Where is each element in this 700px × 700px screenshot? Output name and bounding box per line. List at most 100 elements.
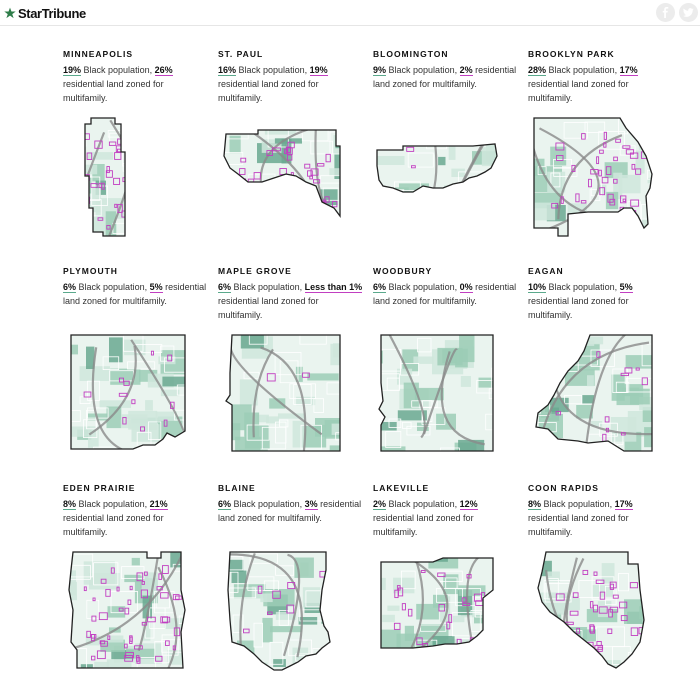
multifamily-parcel [155, 178, 157, 180]
multifamily-parcel [260, 193, 266, 197]
multifamily-parcel [598, 213, 605, 220]
zoning-parcel [172, 133, 183, 142]
multifamily-parcel [255, 217, 258, 221]
multifamily-parcel [575, 193, 580, 203]
multifamily-parcel [97, 217, 104, 221]
city-name: BLOOMINGTON [373, 49, 449, 59]
city-name: BROOKLYN PARK [528, 49, 615, 59]
multifamily-parcel [462, 602, 471, 606]
zoning-parcel [413, 356, 434, 364]
city-card: WOODBURY 6% Black population, 0% resident… [373, 265, 518, 452]
multifamily-parcel [599, 591, 606, 600]
city-boundary [378, 334, 494, 452]
zoning-parcel [169, 228, 176, 242]
startribune-logo[interactable]: StarTribune [4, 4, 86, 22]
multifamily-label: residential land zoned for multifamily. [373, 65, 517, 89]
multifamily-label: residential land zoned for multifamily. [218, 499, 362, 523]
facebook-icon [662, 7, 669, 18]
multifamily-parcel [615, 138, 621, 143]
multifamily-parcel [124, 643, 128, 649]
zoning-parcel [534, 202, 556, 221]
multifamily-parcel [123, 380, 130, 386]
zoning-parcel [87, 152, 114, 160]
zoning-parcel [625, 355, 652, 369]
parcel-boundary [590, 349, 615, 367]
multifamily-parcel [143, 571, 148, 576]
zoning-parcel [587, 375, 594, 387]
zoning-parcel [591, 421, 603, 427]
multifamily-parcel [563, 650, 570, 654]
multifamily-parcel [604, 416, 610, 423]
zoning-parcel [307, 223, 321, 237]
city-card: LAKEVILLE 2% Black population, 12% reside… [373, 482, 518, 649]
multifamily-parcel [147, 193, 152, 197]
multifamily-parcel [589, 624, 595, 633]
parcel-boundary [93, 562, 119, 586]
multifamily-parcel [118, 392, 128, 397]
multifamily-parcel [161, 165, 165, 171]
zoning-parcel [630, 388, 650, 405]
parcel-boundary [562, 655, 577, 668]
multifamily-parcel [140, 589, 148, 599]
multifamily-parcel [622, 145, 631, 149]
zoning-parcel [88, 413, 109, 421]
parcel-boundary [638, 563, 644, 576]
city-card: BLAINE 6% Black population, 3% residentia… [218, 482, 363, 671]
zoning-parcel [240, 224, 250, 241]
multifamily-parcel [420, 570, 426, 573]
multifamily-parcel [466, 574, 472, 579]
parcel-boundary [618, 573, 630, 592]
city-card: COON RAPIDS 8% Black population, 17% resi… [528, 482, 673, 669]
black-population-percent: 6% [218, 282, 232, 293]
multifamily-parcel [167, 354, 173, 362]
zoning-parcel [426, 233, 454, 241]
black-population-label: Black population, [543, 499, 613, 509]
multifamily-parcel [605, 427, 609, 433]
star-icon [4, 7, 16, 19]
zoning-parcel [335, 651, 344, 670]
zoning-parcel [639, 606, 644, 619]
multifamily-parcel [106, 225, 111, 230]
multifamily-parcel [127, 599, 132, 605]
parcel-boundary [276, 223, 296, 233]
multifamily-parcel [548, 436, 554, 444]
highway [537, 341, 650, 447]
parcel-boundary [243, 371, 260, 380]
parcel-boundary [261, 426, 287, 450]
multifamily-parcel [609, 198, 616, 206]
multifamily-parcel [555, 593, 565, 601]
zoning-parcel [142, 595, 152, 619]
parcel-boundary [542, 640, 563, 664]
parcel-boundary [160, 345, 175, 362]
multifamily-parcel [569, 610, 579, 616]
facebook-share-button[interactable] [656, 3, 675, 22]
twitter-share-button[interactable] [679, 3, 698, 22]
highway [91, 347, 153, 449]
highway [239, 553, 256, 651]
multifamily-parcel [437, 572, 446, 578]
multifamily-parcel [638, 222, 643, 232]
parcel-boundary [613, 224, 625, 232]
multifamily-parcel [631, 163, 636, 170]
highway [109, 119, 125, 220]
zoning-parcel [628, 553, 644, 564]
zoning-parcel [252, 181, 274, 197]
black-population-percent: 9% [373, 65, 387, 76]
parcel-boundary [278, 610, 289, 626]
city-card: EAGAN 10% Black population, 5% residentia… [528, 265, 673, 452]
zoning-parcel [260, 593, 273, 603]
city-zoning-map [84, 117, 183, 242]
parcel-boundary [249, 553, 278, 564]
multifamily-parcel [393, 622, 401, 630]
zoning-parcel [648, 136, 652, 154]
highway [422, 348, 458, 435]
multifamily-parcel [609, 583, 615, 590]
zoning-parcel [541, 560, 552, 577]
zoning-parcel [106, 659, 132, 668]
highway [252, 348, 274, 438]
zoning-parcel [158, 356, 176, 365]
multifamily-parcel [274, 184, 279, 189]
black-population-label: Black population, [238, 65, 308, 75]
black-population-label: Black population, [233, 499, 303, 509]
zoning-parcel [240, 335, 264, 349]
